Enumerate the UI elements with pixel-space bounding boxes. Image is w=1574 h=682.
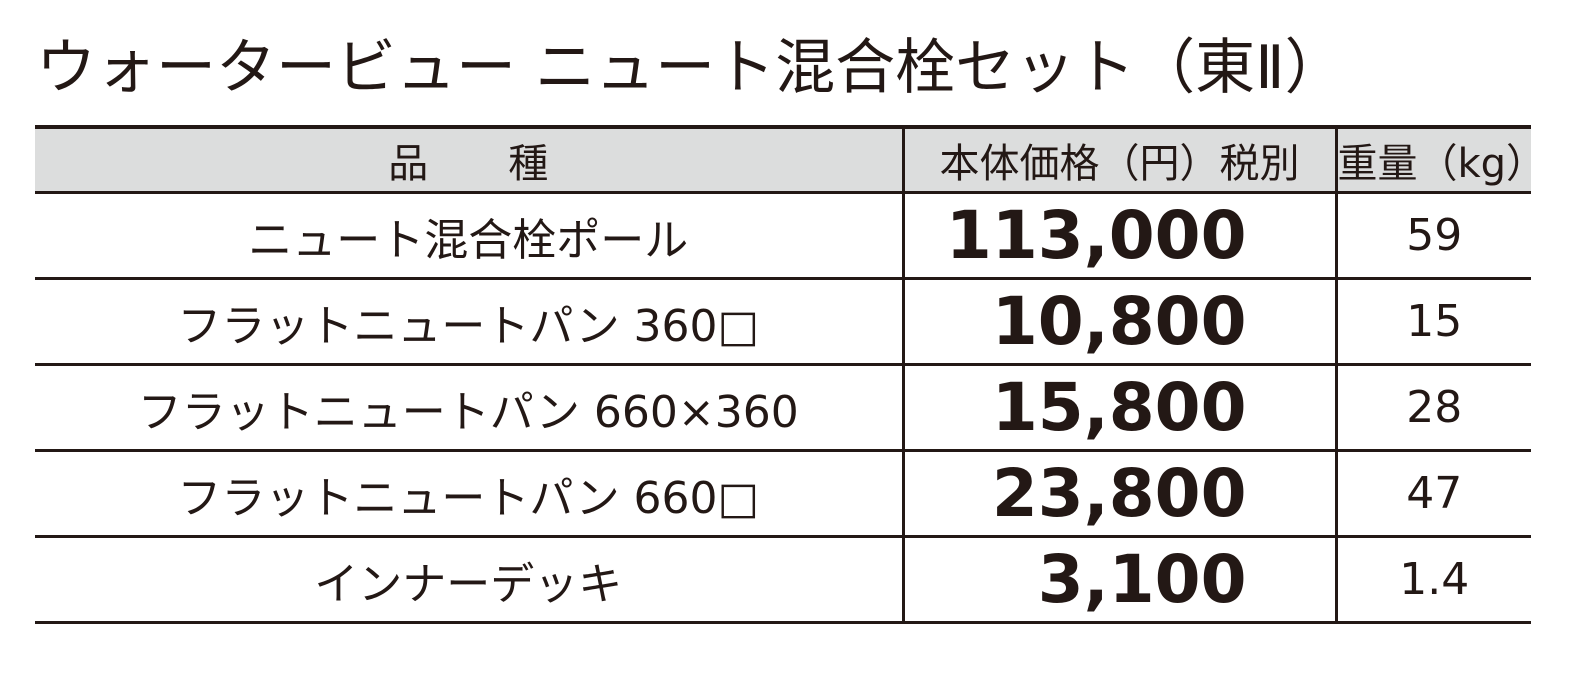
weight-cell: 28 bbox=[1334, 364, 1531, 452]
table-row: フラットニュートパン 660□ 23,800 47 bbox=[35, 450, 1531, 538]
name-cell: フラットニュートパン 660×360 bbox=[35, 364, 903, 452]
header-cell: 重量（kg） bbox=[1334, 125, 1546, 194]
weight-cell: 15 bbox=[1334, 278, 1531, 366]
table-row: フラットニュートパン 360□ 10,800 15 bbox=[35, 278, 1531, 366]
table-row: ニュート混合栓ポール 113,000 59 bbox=[35, 192, 1531, 280]
name-cell: フラットニュートパン 360□ bbox=[35, 278, 903, 366]
price-cell: 113,000 bbox=[901, 192, 1336, 280]
table-row: インナーデッキ 3,100 1.4 bbox=[35, 536, 1531, 624]
header-cell: 品 種 bbox=[35, 125, 903, 194]
title: ウォータービュー ニュート混合栓セット（東Ⅱ） bbox=[36, 33, 1345, 103]
price-cell: 10,800 bbox=[901, 278, 1336, 366]
name-cell: インナーデッキ bbox=[35, 536, 903, 624]
weight-cell: 47 bbox=[1334, 450, 1531, 538]
header-row: 品 種本体価格（円）税別 重量（kg） bbox=[35, 125, 1546, 194]
price-cell: 15,800 bbox=[901, 364, 1336, 452]
weight-cell: 59 bbox=[1334, 192, 1531, 280]
price-table: 品 種本体価格（円）税別 重量（kg） ニュート混合栓ポール 113,000 59 フラ… bbox=[35, 125, 1546, 624]
name-cell: フラットニュートパン 660□ bbox=[35, 450, 903, 538]
price-cell: 3,100 bbox=[901, 536, 1336, 624]
weight-cell: 1.4 bbox=[1334, 536, 1531, 624]
table-body: ニュート混合栓ポール 113,000 59 フラットニュートパン 360□ 10,800… bbox=[35, 192, 1531, 624]
table-row: フラットニュートパン 660×360 15,800 28 bbox=[35, 364, 1531, 452]
name-cell: ニュート混合栓ポール bbox=[35, 192, 903, 280]
price-cell: 23,800 bbox=[901, 450, 1336, 538]
header-cell: 本体価格（円）税別 bbox=[901, 125, 1336, 194]
table-header: 品 種本体価格（円）税別 重量（kg） bbox=[35, 125, 1546, 194]
